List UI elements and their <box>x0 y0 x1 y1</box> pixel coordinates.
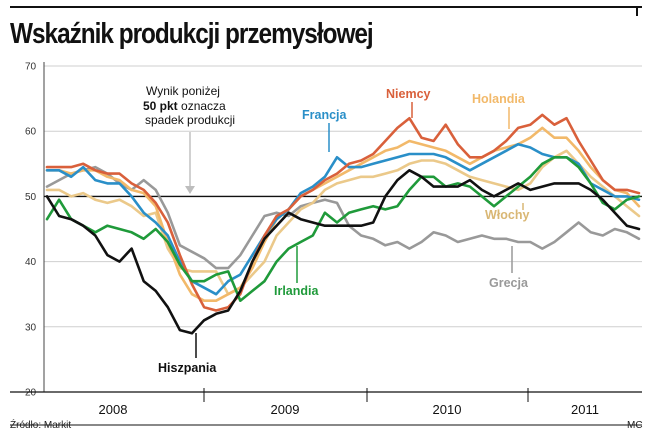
series-label-francja: Francja <box>302 108 348 122</box>
series-line-grecja <box>45 165 641 270</box>
x-tick-label: 2008 <box>99 402 128 417</box>
chart-title: Wskaźnik produkcji przemysłowej <box>10 18 374 50</box>
series-line-francja <box>45 142 641 296</box>
top-rule <box>10 6 642 8</box>
credit: MC <box>627 420 643 431</box>
x-tick-label: 2011 <box>571 402 599 417</box>
y-tick-label: 70 <box>25 62 37 73</box>
top-rule-corner <box>636 6 638 16</box>
series-line-hiszpania <box>45 169 641 335</box>
y-tick-label: 60 <box>25 127 37 138</box>
series-label-holandia: Holandia <box>472 92 526 106</box>
annotation-line-2: 50 pkt oznacza <box>143 99 226 113</box>
series-label-grecja: Grecja <box>489 276 529 290</box>
series-line-irlandia <box>45 156 641 303</box>
y-tick-label: 20 <box>25 388 37 399</box>
annotation-rest: oznacza <box>178 99 226 113</box>
y-tick-label: 30 <box>25 322 37 333</box>
y-tick-label: 40 <box>25 257 37 268</box>
series-label-niemcy: Niemcy <box>386 87 431 101</box>
series-label-wlochy: Włochy <box>485 208 529 222</box>
source-note: Źródło: Markit <box>10 420 72 431</box>
annotation-bold: 50 pkt <box>143 99 178 113</box>
annotation-line-1: Wynik poniżej <box>146 84 220 98</box>
x-tick-label: 2010 <box>433 402 462 417</box>
y-tick-label: 50 <box>25 192 37 203</box>
x-tick-label: 2009 <box>271 402 300 417</box>
series-label-hiszpania: Hiszpania <box>158 361 217 375</box>
annotation-arrow-head <box>185 186 195 194</box>
series-line-holandia <box>45 126 641 303</box>
annotation-line-3: spadek produkcji <box>145 113 235 127</box>
series-line-niemcy <box>45 113 641 312</box>
series-label-irlandia: Irlandia <box>274 284 320 298</box>
